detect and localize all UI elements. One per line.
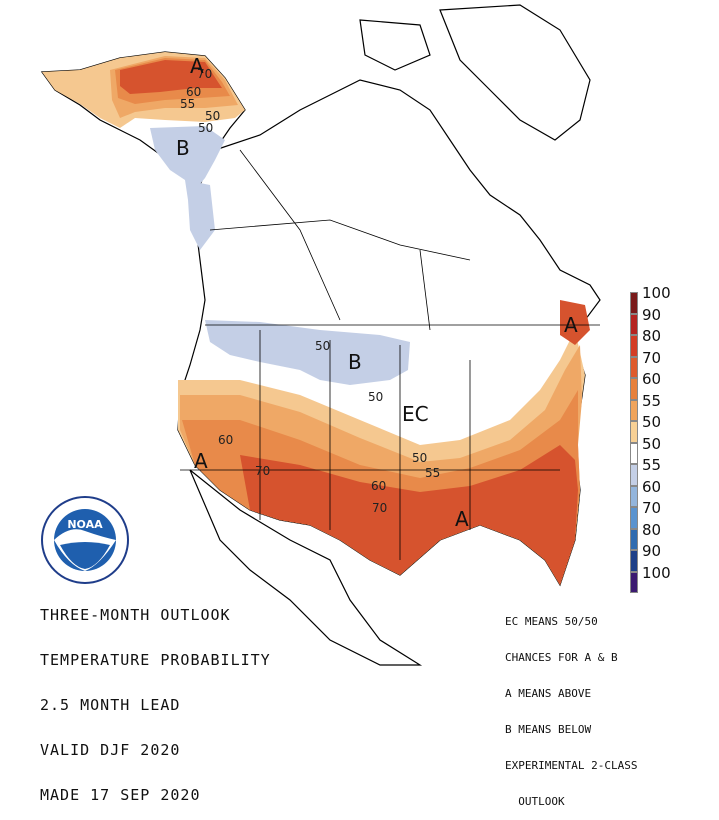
noaa-logo-text: NOAA: [67, 518, 103, 531]
contour-label-s-60: 60: [371, 479, 386, 493]
region-label-southeast-above: A: [455, 507, 469, 531]
title-line: MADE 17 SEP 2020: [40, 786, 201, 804]
note-line: B MEANS BELOW: [505, 723, 592, 736]
legend-swatch: [630, 421, 638, 443]
legend-label: 80: [642, 520, 662, 539]
contour-label-s-50: 50: [412, 451, 427, 465]
legend-color-bar: [630, 292, 638, 593]
outlook-map: 70 60 55 50 50 50 50 60 70 50 55 60 70 A…: [40, 4, 601, 666]
note-line: EC MEANS 50/50: [505, 615, 598, 628]
legend-swatch: [630, 442, 638, 464]
contour-label-ak-50a: 50: [205, 109, 220, 123]
legend-label: 90: [642, 305, 662, 324]
note-line: OUTLOOK: [505, 795, 565, 808]
contour-label-sw-70: 70: [255, 464, 270, 478]
region-label-alaska-below: B: [176, 136, 190, 160]
title-line: VALID DJF 2020: [40, 741, 181, 759]
legend-label: 60: [642, 370, 662, 388]
legend-label: 60: [642, 477, 662, 496]
legend-swatch: [630, 378, 638, 400]
region-label-southwest-above: A: [194, 449, 208, 473]
legend-label: 100: [642, 284, 671, 302]
legend-label: 50: [642, 434, 662, 453]
contour-label-ak-55: 55: [180, 97, 195, 111]
note-line: CHANCES FOR A & B: [505, 651, 618, 664]
outlook-title-block: THREE-MONTH OUTLOOK TEMPERATURE PROBABIL…: [40, 578, 271, 818]
title-line: 2.5 MONTH LEAD: [40, 696, 181, 714]
southern-above-region: [178, 300, 590, 585]
legend-label: 50: [642, 413, 662, 431]
contour-label-s-70: 70: [372, 501, 387, 515]
legend-label: 100: [642, 563, 671, 582]
alaska-below-region: [150, 126, 225, 250]
legend-swatch: [630, 571, 638, 593]
legend-label: 55: [642, 456, 662, 474]
note-line: EXPERIMENTAL 2-CLASS: [505, 759, 638, 772]
contour-label-ak-70: 70: [197, 67, 212, 81]
legend-label: 70: [642, 348, 662, 367]
title-line: THREE-MONTH OUTLOOK: [40, 606, 231, 624]
contour-label-np-50: 50: [368, 390, 383, 404]
region-label-alaska-above: A: [190, 54, 204, 78]
legend-notes: EC MEANS 50/50 CHANCES FOR A & B A MEANS…: [505, 592, 637, 820]
legend-swatch: [630, 313, 638, 335]
contour-label-sw-60: 60: [218, 433, 233, 447]
legend-swatch: [630, 335, 638, 357]
legend-swatch: [630, 528, 638, 550]
alaska-above-region: [42, 52, 245, 128]
legend-swatch: [630, 550, 638, 572]
legend-label: 70: [642, 499, 662, 517]
legend-swatch: [630, 485, 638, 507]
contour-label-ak-60: 60: [186, 85, 201, 99]
legend-swatch: [630, 507, 638, 529]
region-label-northern-plains-below: B: [348, 350, 362, 374]
legend-swatch: [630, 356, 638, 378]
noaa-logo: NOAA: [41, 496, 129, 584]
note-line: A MEANS ABOVE: [505, 687, 592, 700]
contour-label-s-55: 55: [425, 466, 440, 480]
legend-label: 55: [642, 391, 662, 410]
legend-swatch: [630, 464, 638, 486]
legend-swatch: [630, 399, 638, 421]
legend-label: 80: [642, 327, 662, 345]
contour-label-ak-50b: 50: [198, 121, 213, 135]
title-line: TEMPERATURE PROBABILITY: [40, 651, 271, 669]
legend-label: 90: [642, 542, 662, 560]
legend-swatch: [630, 292, 638, 314]
political-borders: [180, 149, 600, 560]
region-label-northeast-above: A: [564, 313, 578, 337]
contour-label-np-50b: 50: [315, 339, 330, 353]
northern-plains-below-region: [205, 320, 410, 385]
region-label-central-ec: EC: [402, 402, 429, 426]
